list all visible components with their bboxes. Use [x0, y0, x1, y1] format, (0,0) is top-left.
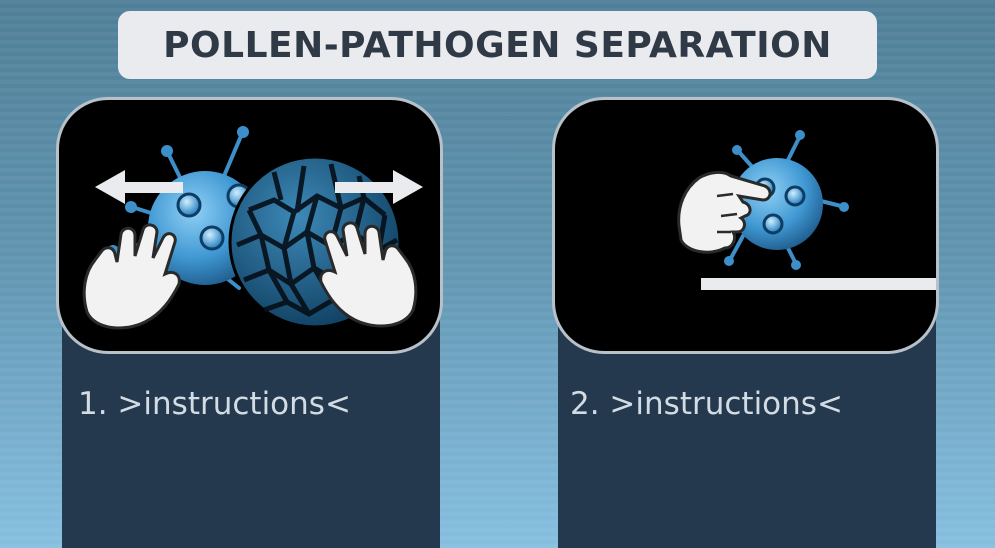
- page-title: POLLEN-PATHOGEN SEPARATION: [163, 24, 832, 66]
- step-2-card: [552, 97, 939, 354]
- hand-icon: [82, 223, 181, 330]
- surface-line: [701, 278, 936, 290]
- step-1-label: 1. >instructions<: [78, 386, 351, 422]
- step-2-panel: [558, 318, 936, 548]
- arrow-left-icon: [95, 170, 183, 204]
- step-1-card: [56, 97, 443, 354]
- arrow-right-icon: [335, 170, 423, 204]
- title-banner: POLLEN-PATHOGEN SEPARATION: [118, 11, 877, 79]
- hand-icon: [319, 221, 418, 328]
- pointing-hand-icon: [677, 170, 772, 254]
- step-1-panel: [62, 318, 440, 548]
- step-2-label: 2. >instructions<: [570, 386, 843, 422]
